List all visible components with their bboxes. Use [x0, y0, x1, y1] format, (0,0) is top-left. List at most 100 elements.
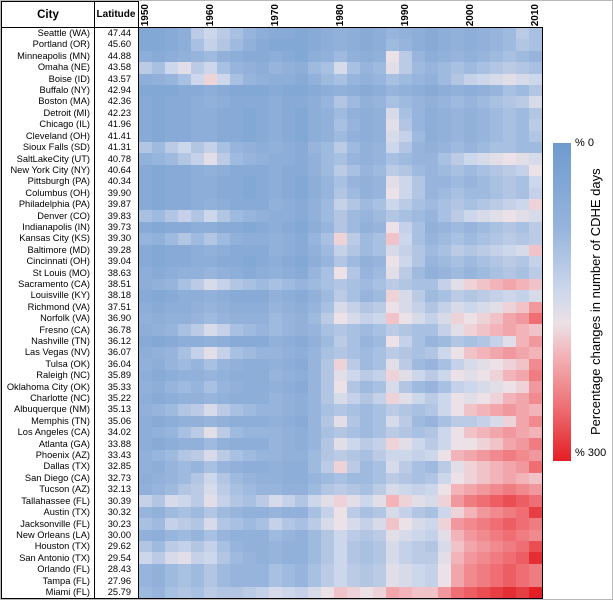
- heatmap-cell: [334, 267, 347, 279]
- latitude-cell: 39.73: [107, 221, 131, 232]
- heatmap-cell: [386, 39, 399, 51]
- heatmap-cell: [412, 130, 425, 142]
- heatmap-cell: [269, 438, 282, 450]
- city-cell: Austin (TX): [43, 507, 91, 518]
- heatmap-cell: [217, 73, 230, 85]
- heatmap-cell: [334, 28, 347, 40]
- latitude-cell: 39.30: [107, 233, 131, 244]
- heatmap-cell: [295, 119, 308, 131]
- heatmap-cell: [230, 39, 243, 51]
- heatmap-cell: [503, 506, 516, 519]
- heatmap-cell: [399, 335, 412, 348]
- heatmap-cell: [243, 404, 256, 416]
- heatmap-cell: [373, 586, 386, 598]
- heatmap-cell: [451, 483, 464, 496]
- heatmap-cell: [243, 529, 256, 541]
- heatmap-cell: [295, 153, 308, 165]
- city-cell: Orlando (FL): [37, 564, 90, 575]
- heatmap-cell: [204, 96, 217, 108]
- heatmap-cell: [269, 404, 282, 416]
- heatmap-cell: [217, 575, 230, 587]
- heatmap-cell: [490, 62, 503, 74]
- heatmap-cell: [386, 586, 399, 598]
- heatmap-cell: [295, 198, 308, 211]
- heatmap-cell: [217, 290, 230, 302]
- heatmap-cell: [386, 483, 399, 496]
- latitude-cell: 39.87: [107, 199, 131, 210]
- heatmap-cell: [451, 358, 464, 370]
- heatmap-cell: [334, 347, 347, 359]
- heatmap-cell: [529, 244, 542, 256]
- heatmap-cell: [191, 575, 204, 587]
- heatmap-cell: [178, 324, 191, 336]
- heatmap-cell: [503, 415, 516, 427]
- heatmap-cell: [178, 415, 191, 427]
- heatmap-cell: [191, 28, 204, 40]
- heatmap-cell: [256, 301, 269, 313]
- heatmap-cell: [230, 221, 243, 234]
- heatmap-cell: [477, 278, 490, 291]
- heatmap-cell: [438, 438, 451, 450]
- heatmap-cell: [412, 324, 425, 336]
- heatmap-cell: [347, 50, 360, 63]
- heatmap-cell: [334, 335, 347, 348]
- heatmap-cell: [282, 483, 295, 496]
- heatmap-cell: [152, 244, 165, 256]
- heatmap-cell: [191, 540, 204, 553]
- heatmap-cell: [347, 187, 360, 199]
- heatmap-cell: [347, 278, 360, 291]
- heatmap-cell: [269, 506, 282, 519]
- heatmap-cell: [438, 301, 451, 313]
- heatmap-cell: [139, 84, 152, 97]
- heatmap-cell: [399, 119, 412, 131]
- heatmap-cell: [204, 529, 217, 541]
- heatmap-cell: [165, 84, 178, 97]
- city-cell: Louisville (KY): [30, 290, 90, 301]
- heatmap-cell: [438, 381, 451, 393]
- heatmap-cell: [204, 495, 217, 507]
- heatmap-cell: [464, 50, 477, 63]
- heatmap-cell: [295, 449, 308, 462]
- heatmap-cell: [438, 39, 451, 51]
- heatmap-cell: [490, 312, 503, 325]
- heatmap-cell: [321, 187, 334, 199]
- heatmap-cell: [152, 461, 165, 473]
- heatmap-cell: [165, 335, 178, 348]
- heatmap-cell: [477, 324, 490, 336]
- heatmap-cell: [373, 449, 386, 462]
- table-row: Tampa (FL) 27.96: [2, 576, 138, 587]
- year-tick-label: 1980: [335, 3, 346, 26]
- heatmap-cell: [503, 84, 516, 97]
- heatmap-cell: [529, 392, 542, 405]
- heatmap-cell: [269, 176, 282, 188]
- heatmap-cell: [503, 233, 516, 245]
- heatmap-cell: [529, 415, 542, 427]
- heatmap-cell: [230, 198, 243, 211]
- heatmap-cell: [347, 119, 360, 131]
- heatmap-cell: [178, 552, 191, 564]
- heatmap-cell: [152, 335, 165, 348]
- heatmap-cell: [269, 267, 282, 279]
- table-row: Philadelphia (PA) 39.87: [2, 199, 138, 210]
- heatmap-cell: [191, 96, 204, 108]
- heatmap-cell: [529, 84, 542, 97]
- heatmap-cell: [360, 73, 373, 85]
- heatmap-cell: [464, 358, 477, 370]
- heatmap-cell: [451, 415, 464, 427]
- heatmap-cell: [451, 233, 464, 245]
- heatmap-cell: [295, 438, 308, 450]
- heatmap-cell: [191, 301, 204, 313]
- heatmap-cell: [269, 563, 282, 576]
- heatmap-cell: [516, 210, 529, 222]
- heatmap-cell: [295, 233, 308, 245]
- heatmap-cell: [425, 449, 438, 462]
- heatmap-cell: [360, 552, 373, 564]
- heatmap-cell: [178, 73, 191, 85]
- heatmap-cell: [295, 73, 308, 85]
- heatmap-cell: [165, 438, 178, 450]
- table-row: Pittsburgh (PA) 40.34: [2, 176, 138, 187]
- heatmap-cell: [360, 50, 373, 63]
- heatmap-cell: [503, 563, 516, 576]
- heatmap-cell: [464, 392, 477, 405]
- heatmap-cell: [282, 50, 295, 63]
